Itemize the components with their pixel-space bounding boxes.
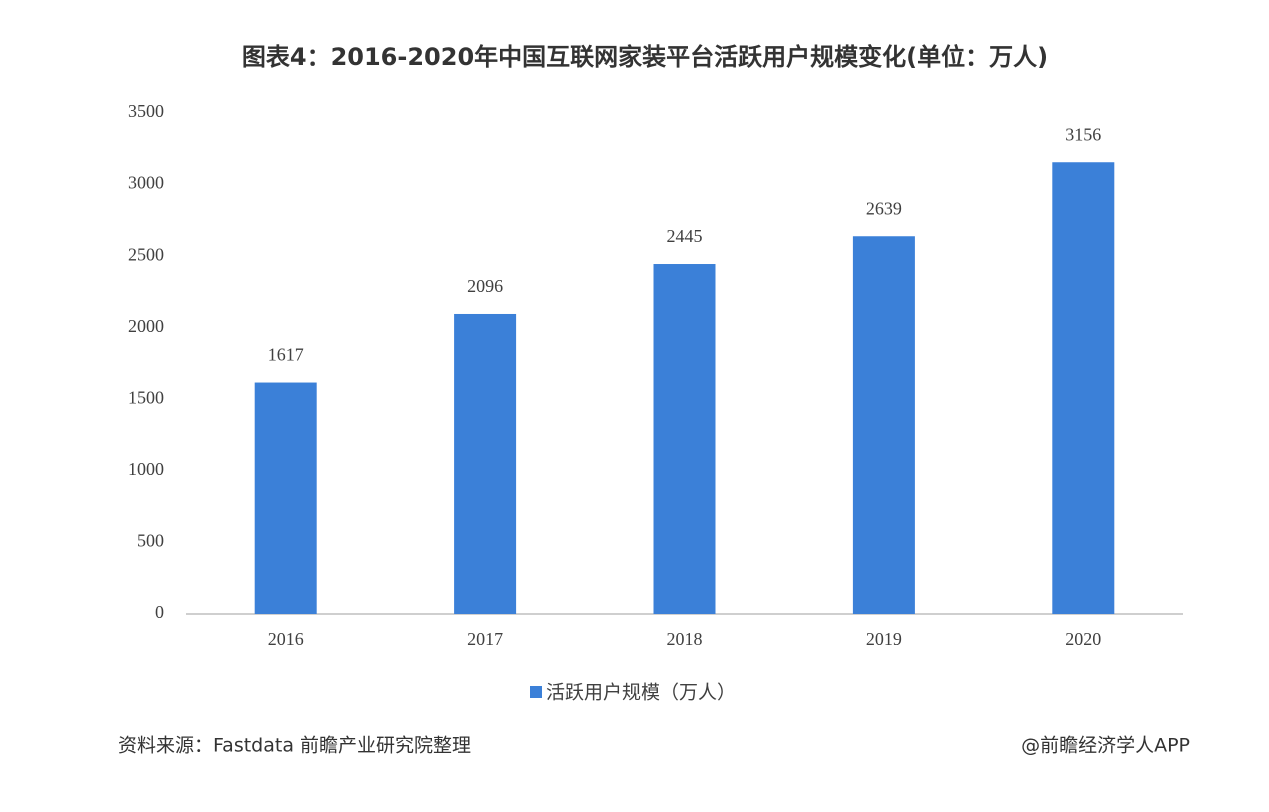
x-tick-label: 2018 <box>667 629 703 649</box>
bar <box>454 313 517 614</box>
data-label: 1617 <box>268 345 304 365</box>
data-label: 2639 <box>866 198 902 218</box>
x-tick-label: 2019 <box>866 629 902 649</box>
source: 资料来源：Fastdata 前瞻产业研究院整理 <box>118 735 471 757</box>
credit: @前瞻经济学人APP <box>1021 735 1190 757</box>
bar <box>653 264 716 614</box>
y-tick-label: 3500 <box>128 101 164 121</box>
y-tick-label: 2000 <box>128 316 164 336</box>
x-tick-label: 2020 <box>1065 629 1101 649</box>
y-tick-label: 2500 <box>128 244 164 264</box>
y-tick-label: 0 <box>155 602 164 622</box>
legend-swatch <box>530 686 542 698</box>
y-tick-label: 3000 <box>128 173 164 193</box>
data-label: 3156 <box>1065 124 1101 144</box>
bar <box>254 382 317 614</box>
bar <box>1052 162 1115 614</box>
data-label: 2445 <box>667 226 703 246</box>
y-tick-label: 1500 <box>128 387 164 407</box>
y-tick-label: 1000 <box>128 459 164 479</box>
bar <box>852 236 915 614</box>
data-label: 2096 <box>467 276 503 296</box>
x-tick-label: 2017 <box>467 629 503 649</box>
y-tick-label: 500 <box>137 531 164 551</box>
chart-title: 图表4：2016-2020年中国互联网家装平台活跃用户规模变化(单位：万人) <box>242 43 1048 71</box>
x-tick-label: 2016 <box>268 629 304 649</box>
legend-label: 活跃用户规模（万人） <box>546 682 736 704</box>
